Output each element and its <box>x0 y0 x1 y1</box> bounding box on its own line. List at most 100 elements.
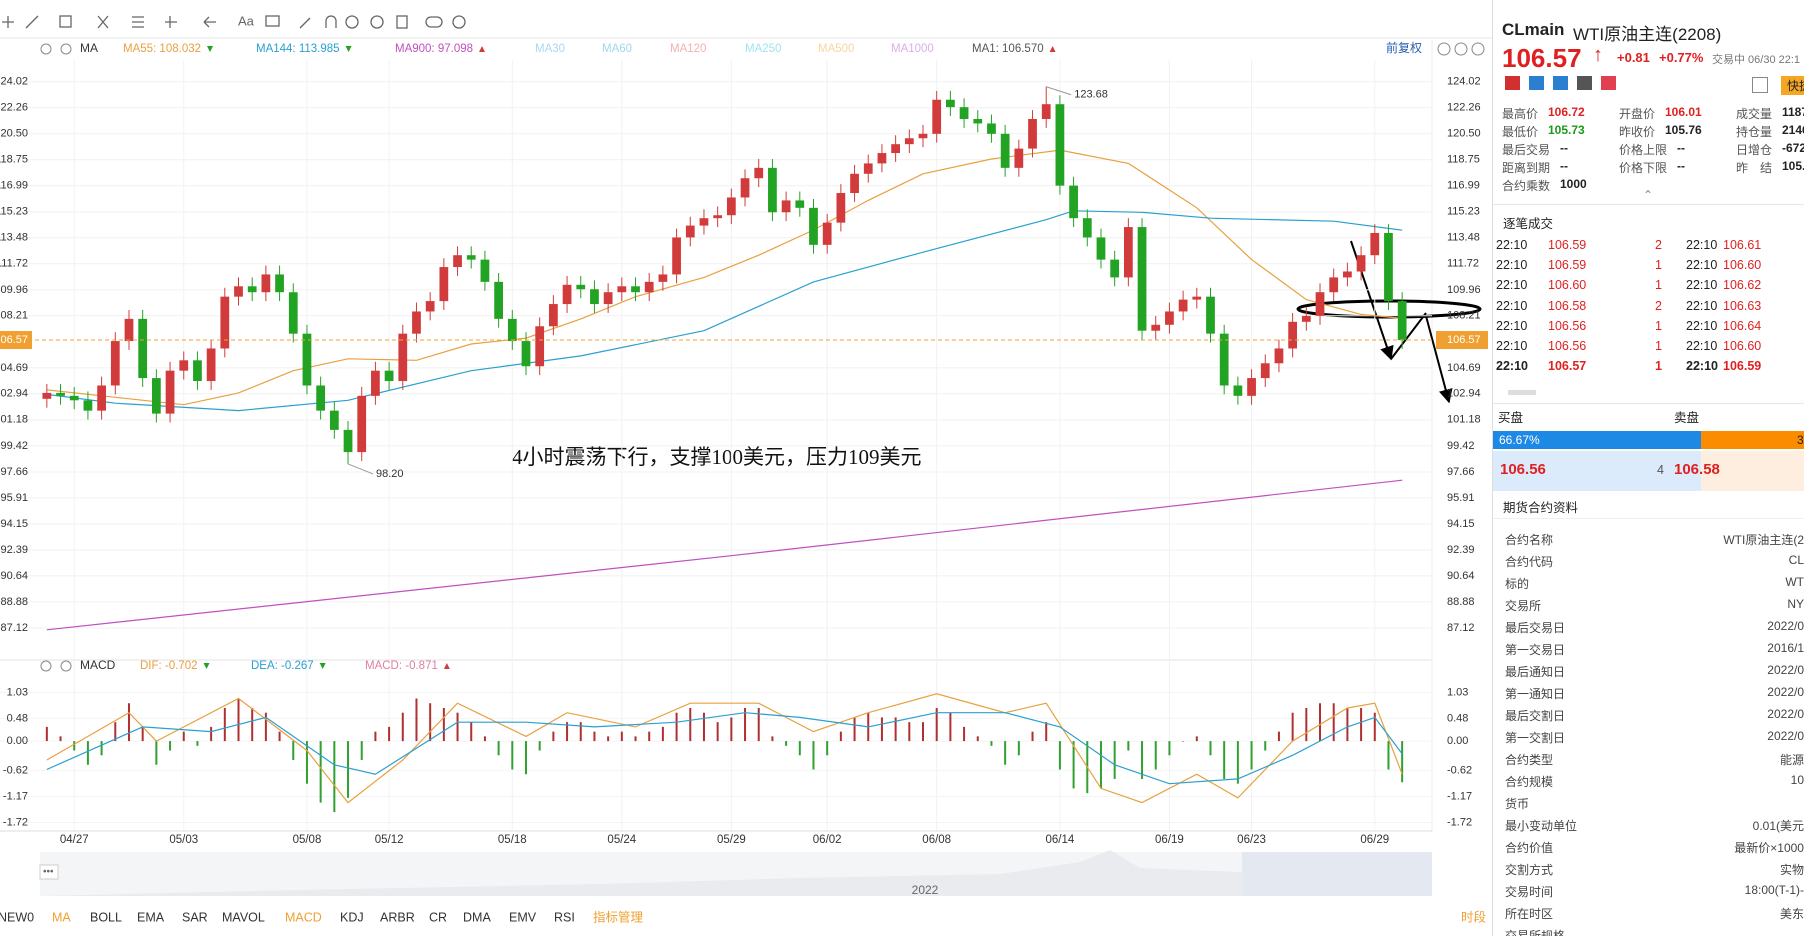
indicator-name[interactable]: MACD <box>80 658 116 672</box>
candle-body <box>521 341 531 367</box>
indicator-tab[interactable]: SAR <box>182 910 208 924</box>
indicator-tab[interactable]: DMA <box>463 910 491 924</box>
macd-bar <box>1031 731 1034 742</box>
chart-area: Aa 前复权 MA MACD ••• 2022 4小时震荡下行，支撑100美元，… <box>0 13 1492 924</box>
expand-toggle[interactable]: ⌃ <box>1643 188 1654 202</box>
macd-bar <box>593 731 596 742</box>
tool-settings[interactable] <box>452 15 466 29</box>
indicator-tab[interactable]: RSI <box>554 910 575 924</box>
y-tick-label: 115.23 <box>0 206 28 218</box>
trade-qty: 2 <box>1655 238 1662 252</box>
add-icon[interactable] <box>1471 42 1485 56</box>
indicator-tab[interactable]: EMA <box>137 910 165 924</box>
legend-entry: MA60 <box>602 43 632 55</box>
indicator-tab[interactable]: 指标管理 <box>593 909 644 924</box>
stat-value: 105.7 <box>1782 159 1804 173</box>
zoom-out[interactable] <box>1454 42 1468 56</box>
trade-qty: 1 <box>1655 318 1662 333</box>
tool-undo[interactable] <box>203 16 216 28</box>
candle-body <box>138 318 148 379</box>
stat-value: 1000 <box>1560 177 1587 191</box>
macd-bar <box>757 707 760 742</box>
trade-time: 22:10 <box>1496 238 1528 252</box>
candle-body <box>83 400 93 411</box>
tool-hide[interactable] <box>370 15 384 29</box>
quick-button[interactable]: 快捷 <box>1781 76 1804 95</box>
indicator-tab[interactable]: MACD <box>285 910 322 924</box>
navigator-window[interactable] <box>1242 852 1432 896</box>
indicator-tab[interactable]: BOLL <box>90 910 122 924</box>
info-label: 合约类型 <box>1505 753 1554 767</box>
macd-bar <box>1127 741 1130 751</box>
trade-qty: 2 <box>1655 298 1662 313</box>
y-tick-label: 120.50 <box>1447 128 1481 140</box>
y-tick-label: -1.72 <box>3 816 28 828</box>
settings-icon[interactable] <box>40 660 52 672</box>
low-label: 98.20 <box>376 468 404 480</box>
macd-bar <box>347 741 350 798</box>
macd-bar <box>552 731 555 742</box>
candle-body <box>234 286 243 297</box>
candle-body <box>69 395 79 401</box>
tool-eye[interactable] <box>345 15 359 29</box>
y-tick-label: 116.99 <box>0 180 28 192</box>
tool-channel[interactable] <box>132 16 144 28</box>
info-value: WT <box>1785 575 1804 589</box>
indicator-tab[interactable]: CR <box>429 910 447 924</box>
legend-trend <box>479 46 486 52</box>
macd-bar <box>210 726 213 742</box>
navigator-handle[interactable] <box>39 864 59 880</box>
x-tick-label: 05/03 <box>169 834 198 846</box>
macd-bar <box>1360 707 1363 742</box>
tool-link[interactable] <box>425 16 443 28</box>
stat-label: 最低价 <box>1502 125 1539 139</box>
tool-rect[interactable] <box>59 15 72 28</box>
adjust-toggle[interactable]: 前复权 <box>1386 40 1422 55</box>
macd-bar <box>1373 712 1376 742</box>
macd-bar <box>1045 722 1048 742</box>
close-icon[interactable] <box>60 43 72 55</box>
close-icon[interactable] <box>60 660 72 672</box>
tool-pen[interactable] <box>299 17 311 29</box>
indicator-tab[interactable]: NEW0 <box>0 910 34 924</box>
macd-bar <box>839 731 842 742</box>
y-tick-label: 122.26 <box>1447 102 1481 114</box>
tool-line[interactable] <box>25 15 39 29</box>
macd-bar <box>1141 741 1144 779</box>
macd-bar <box>86 741 89 765</box>
candle-body <box>713 215 723 219</box>
macd-bar <box>319 741 322 803</box>
candle-body <box>1137 227 1147 331</box>
candle-body <box>809 207 818 245</box>
tool-magnet[interactable] <box>325 15 337 28</box>
candle-body <box>425 301 435 312</box>
y-tick-label: 118.75 <box>1447 154 1480 166</box>
macd-bar <box>1291 712 1294 742</box>
macd-bar <box>634 736 637 742</box>
indicator-tab[interactable]: ARBR <box>380 910 415 924</box>
macd-bar <box>1113 741 1116 779</box>
indicator-tab[interactable]: MAVOL <box>222 910 265 924</box>
candle-body <box>151 378 161 414</box>
info-value: 2022/0 <box>1767 729 1804 743</box>
indicator-tab[interactable]: KDJ <box>340 910 364 924</box>
info-value: 2016/1 <box>1767 641 1804 655</box>
info-value: 18:00(T-1)- <box>1744 883 1804 897</box>
y-tick-label: -1.17 <box>3 790 28 802</box>
tool-measure[interactable] <box>165 16 177 28</box>
legend-trend <box>345 46 352 52</box>
tool-delete[interactable] <box>396 15 408 29</box>
indicator-tab[interactable]: EMV <box>509 910 537 924</box>
candle-body <box>357 395 367 453</box>
stat-label: 最后交易 <box>1502 143 1551 157</box>
indicator-tab[interactable]: MA <box>52 910 71 924</box>
tool-fib[interactable] <box>97 15 109 29</box>
zoom-in[interactable] <box>1437 42 1451 56</box>
tool-note[interactable] <box>265 15 280 27</box>
y-tick-label: 0.48 <box>1447 712 1468 724</box>
tool-text[interactable]: Aa <box>238 13 255 28</box>
x-tick-label: 05/29 <box>717 834 746 846</box>
indicator-name[interactable]: MA <box>80 41 98 55</box>
tool-cross[interactable] <box>2 16 14 28</box>
settings-icon[interactable] <box>40 43 52 55</box>
